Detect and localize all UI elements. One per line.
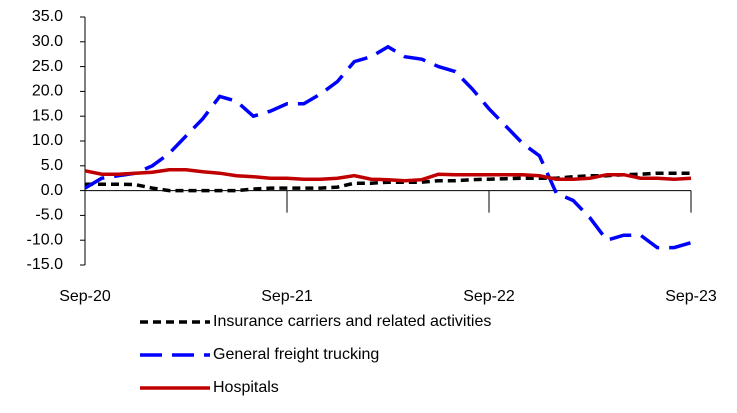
- series-line: [84, 44, 692, 250]
- y-tick-label: 35.0: [32, 8, 63, 25]
- y-tick-label: 25.0: [32, 58, 63, 75]
- x-tick-label: Sep-23: [665, 288, 717, 305]
- series-line: [85, 171, 691, 193]
- x-tick-label: Sep-22: [463, 288, 515, 305]
- x-tick-label: Sep-20: [59, 288, 111, 305]
- y-tick-label: -10.0: [27, 231, 64, 248]
- y-tick-label: 10.0: [32, 132, 63, 149]
- y-tick-label: 15.0: [32, 107, 63, 124]
- y-tick-label: -15.0: [27, 256, 64, 273]
- y-tick-label: -5.0: [35, 207, 63, 224]
- y-tick-label: 30.0: [32, 33, 63, 50]
- x-tick-label: Sep-21: [261, 288, 313, 305]
- legend-label: Hospitals: [213, 379, 279, 396]
- series-line: [84, 168, 692, 183]
- y-tick-label: 5.0: [41, 157, 63, 174]
- y-tick-label: 20.0: [32, 83, 63, 100]
- legend-label: General freight trucking: [213, 346, 379, 363]
- legend-label: Insurance carriers and related activitie…: [213, 313, 491, 330]
- y-tick-label: 0.0: [41, 182, 63, 199]
